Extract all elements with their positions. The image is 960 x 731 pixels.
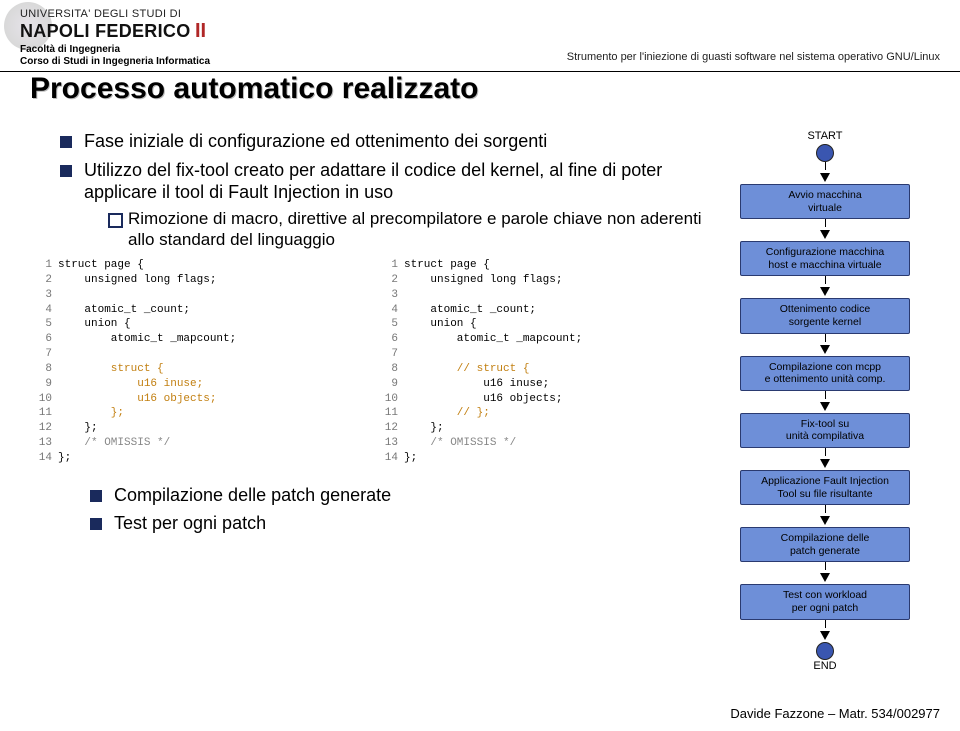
header-left: UNIVERSITA' DEGLI STUDI DI NAPOLI FEDERI… — [20, 8, 210, 67]
header-right: Strumento per l'iniezione di guasti soft… — [567, 51, 940, 67]
uni-line1: UNIVERSITA' DEGLI STUDI DI — [20, 8, 206, 20]
flow-connector — [820, 391, 830, 413]
bullet-item: Utilizzo del fix-tool creato per adattar… — [60, 159, 712, 251]
flowchart-column: START Avvio macchinavirtuale Configurazion… — [720, 130, 930, 674]
bullet-item: Test per ogni patch — [90, 512, 712, 535]
flow-connector — [820, 276, 830, 298]
footer-author: Davide Fazzone – Matr. 534/002977 — [730, 706, 940, 721]
bullet-text: Utilizzo del fix-tool creato per adattar… — [84, 160, 662, 203]
flow-connector — [820, 162, 830, 184]
sub-bullet-item: Rimozione di macro, direttive al precomp… — [108, 208, 712, 251]
university-logo: UNIVERSITA' DEGLI STUDI DI NAPOLI FEDERI… — [20, 8, 210, 43]
left-column: Fase iniziale di configurazione ed otten… — [60, 130, 720, 674]
uni-line2b: II — [195, 20, 206, 42]
flow-node: Compilazione dellepatch generate — [740, 527, 910, 562]
course: Corso di Studi in Ingegneria Informatica — [20, 56, 210, 67]
code-block-right: 1struct page { 2 unsigned long flags; 3 … — [376, 258, 712, 466]
flow-start-circle — [816, 144, 834, 162]
flow-node: Configurazione macchinahost e macchina v… — [740, 241, 910, 276]
flow-node: Ottenimento codicesorgente kernel — [740, 298, 910, 333]
code-block-left: 1struct page { 2 unsigned long flags; 3 … — [30, 258, 366, 466]
flow-connector — [820, 562, 830, 584]
code-comparison: 1struct page { 2 unsigned long flags; 3 … — [30, 258, 712, 466]
bullet-list: Fase iniziale di configurazione ed otten… — [60, 130, 712, 250]
flow-node: Fix-tool suunità compilativa — [740, 413, 910, 448]
main-content: Fase iniziale di configurazione ed otten… — [0, 120, 960, 674]
uni-line2a: NAPOLI FEDERICO — [20, 21, 191, 41]
flow-node: Applicazione Fault InjectionTool su file… — [740, 470, 910, 505]
flowchart: START Avvio macchinavirtuale Configurazion… — [720, 130, 930, 674]
flow-connector — [820, 219, 830, 241]
slide-title: Processo automatico realizzato — [30, 72, 960, 106]
flow-connector — [820, 620, 830, 642]
flow-end-label: END — [813, 660, 836, 672]
flow-connector — [820, 448, 830, 470]
bullet-item: Fase iniziale di configurazione ed otten… — [60, 130, 712, 153]
flow-node: Test con workloadper ogni patch — [740, 584, 910, 619]
bullet-item: Compilazione delle patch generate — [90, 484, 712, 507]
flow-node: Compilazione con mcppe ottenimento unità… — [740, 356, 910, 391]
flow-connector — [820, 334, 830, 356]
lower-bullet-list: Compilazione delle patch generate Test p… — [90, 484, 712, 535]
sub-bullet-list: Rimozione di macro, direttive al precomp… — [84, 208, 712, 251]
faculty: Facoltà di Ingegneria — [20, 44, 210, 55]
flow-start-label: START — [807, 130, 842, 142]
flow-end-circle — [816, 642, 834, 660]
flow-connector — [820, 505, 830, 527]
page-header: UNIVERSITA' DEGLI STUDI DI NAPOLI FEDERI… — [0, 0, 960, 72]
flow-node: Avvio macchinavirtuale — [740, 184, 910, 219]
